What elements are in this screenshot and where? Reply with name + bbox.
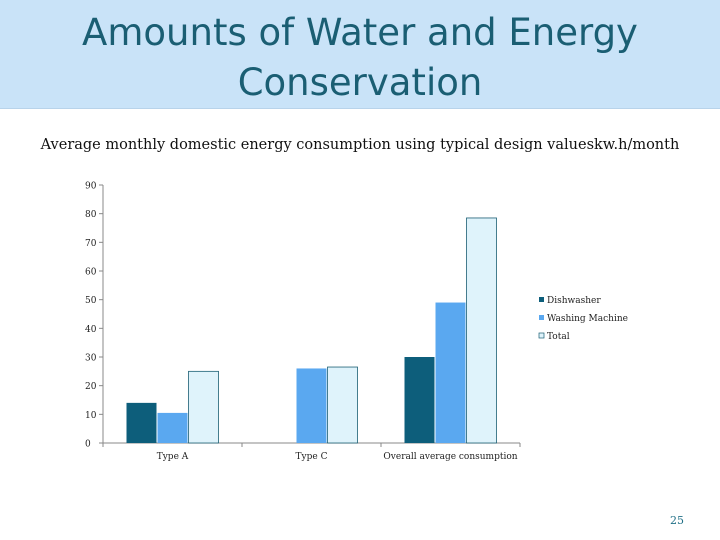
bar-dishwasher <box>126 402 157 443</box>
slide-number: 25 <box>670 514 684 527</box>
y-tick-label: 80 <box>85 210 97 220</box>
slide-title-line2: Conservation <box>237 61 483 104</box>
slide-title: Amounts of Water and Energy Conservation <box>0 8 720 108</box>
chart-title: Average monthly domestic energy consumpt… <box>40 137 680 153</box>
legend-swatch <box>539 315 544 320</box>
y-tick-label: 60 <box>85 268 97 278</box>
y-tick-label: 0 <box>85 440 91 450</box>
x-tick-label: Overall average consumption <box>383 452 517 462</box>
legend-label: Dishwasher <box>547 296 601 306</box>
legend-swatch <box>538 332 545 339</box>
y-tick-label: 10 <box>85 411 97 421</box>
y-tick-label: 30 <box>85 354 97 364</box>
legend-label: Washing Machine <box>547 314 628 324</box>
bar-total <box>466 217 497 444</box>
slide-title-line1: Amounts of Water and Energy <box>82 11 638 54</box>
bar-total <box>327 366 358 444</box>
y-tick-label: 50 <box>85 296 97 306</box>
x-tick-label: Type C <box>296 452 328 462</box>
bar-washing-machine <box>157 412 188 443</box>
bar-washing-machine <box>435 302 466 443</box>
title-band: Amounts of Water and Energy Conservation <box>0 0 720 109</box>
legend-swatch <box>539 297 544 302</box>
y-tick-label: 90 <box>85 182 97 192</box>
x-tick-label: Type A <box>157 452 189 462</box>
y-tick-label: 20 <box>85 382 97 392</box>
legend-label: Total <box>547 332 570 342</box>
y-tick-label: 40 <box>85 325 97 335</box>
y-tick-label: 70 <box>85 239 97 249</box>
bar-washing-machine <box>296 368 327 443</box>
bar-dishwasher <box>404 357 435 443</box>
bar-total <box>188 370 219 444</box>
